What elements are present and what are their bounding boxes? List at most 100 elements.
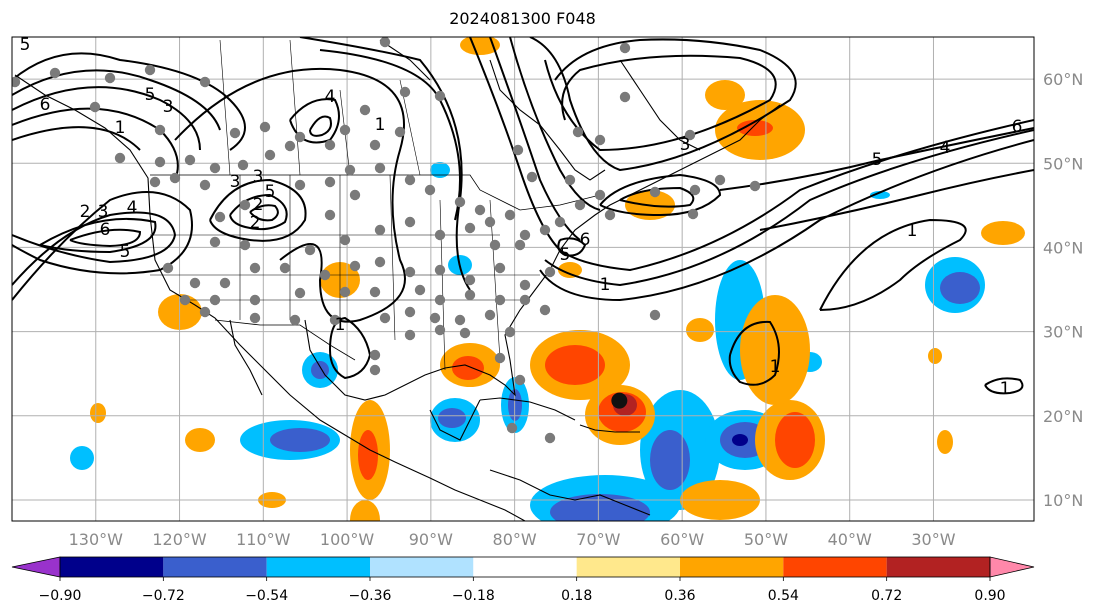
coastlines <box>14 39 781 521</box>
contour-label: 6 <box>100 220 111 240</box>
state-boundaries <box>150 174 540 371</box>
station-dot <box>199 306 211 318</box>
longitude-tick: 80°W <box>493 530 537 549</box>
contour-line <box>229 193 288 231</box>
longitude-tick-labels: 130°W 120°W 110°W 100°W 90°W 80°W 70°W 60°W 50°W… <box>69 530 956 549</box>
station-dot <box>572 126 584 138</box>
colorbar-tick-label: 0.90 <box>974 588 1005 604</box>
station-dot <box>169 172 181 184</box>
colorbar <box>11 556 1035 581</box>
station-dot <box>554 216 566 228</box>
contour-line <box>557 237 587 257</box>
station-dot <box>404 174 416 186</box>
station-dot <box>339 124 351 136</box>
station-dot <box>144 64 156 76</box>
longitude-tick: 110°W <box>236 530 291 549</box>
station-dot <box>149 176 161 188</box>
station-dot <box>369 139 381 151</box>
station-dot <box>494 352 506 364</box>
contour-label: 3 <box>98 202 109 222</box>
station-dot <box>564 174 576 186</box>
colorbar-tick-label: −0.90 <box>39 588 82 604</box>
shaded-field <box>70 37 1025 521</box>
station-dot <box>619 42 631 54</box>
station-dot <box>289 314 301 326</box>
contour-line <box>559 119 1034 272</box>
station-dot <box>526 171 538 183</box>
contour-line <box>489 37 581 241</box>
longitude-tick: 130°W <box>69 530 124 549</box>
station-dot <box>519 229 531 241</box>
station-dot <box>359 104 371 116</box>
contour-label: 3 <box>253 167 264 187</box>
station-dot <box>239 239 251 251</box>
contour-line <box>599 173 722 217</box>
contour-label: 5 <box>20 35 31 55</box>
station-dot <box>179 294 191 306</box>
station-dot <box>154 156 166 168</box>
colorbar-swatch <box>886 557 990 577</box>
station-dot <box>594 134 606 146</box>
contour-line <box>319 49 461 221</box>
station-dot <box>229 127 241 139</box>
station-dot <box>264 149 276 161</box>
contour-line <box>819 218 967 311</box>
contour-line <box>619 186 695 208</box>
contour-label: 5 <box>560 245 571 265</box>
station-dot <box>512 144 524 156</box>
station-dot <box>454 196 466 208</box>
shade-blob <box>550 494 650 521</box>
station-dot <box>284 140 296 152</box>
shade-blob <box>775 412 815 468</box>
shade-blob <box>460 37 500 55</box>
shade-blob <box>358 430 378 480</box>
latitude-tick: 30°N <box>1043 323 1083 342</box>
south-america-north <box>489 469 651 516</box>
station-dot <box>464 289 476 301</box>
longitude-tick: 70°W <box>576 530 620 549</box>
shade-blob <box>732 434 748 446</box>
station-dot <box>544 432 556 444</box>
shade-blob <box>686 318 714 342</box>
colorbar-tick-label: −0.18 <box>452 588 495 604</box>
contour-line <box>759 169 1034 231</box>
labrador <box>619 59 701 151</box>
contour-label: 1 <box>1000 379 1011 399</box>
map-title: 2024081300 F048 <box>449 9 596 28</box>
contour-label: 2 <box>253 195 264 215</box>
gulf-and-atlantic-coast <box>304 194 631 401</box>
station-dot <box>434 264 446 276</box>
map-frame <box>11 36 1035 522</box>
contour-label: 4 <box>940 138 951 158</box>
colorbar-swatch <box>680 557 784 577</box>
station-dot <box>237 159 249 171</box>
station-dot <box>319 269 331 281</box>
contour-line <box>539 139 1034 302</box>
station-dot <box>404 329 416 341</box>
shade-blob <box>981 221 1025 245</box>
contour-label: 1 <box>770 357 781 377</box>
shade-blob <box>270 428 330 452</box>
station-dot <box>544 266 556 278</box>
station-dot <box>684 129 696 141</box>
colorbar-tick-label: −0.72 <box>142 588 185 604</box>
colorbar-tick-label: −0.54 <box>245 588 288 604</box>
shade-blob <box>870 191 890 199</box>
shade-blob <box>940 272 980 304</box>
station-dot <box>324 139 336 151</box>
colorbar-tick-labels: −0.90 −0.72 −0.54 −0.36 −0.18 0.18 0.36 0.54 0.7… <box>39 588 1006 604</box>
province-boundaries <box>219 39 421 176</box>
station-dot <box>199 76 211 88</box>
contour-line <box>529 37 797 172</box>
pacific-coastline <box>14 74 526 521</box>
station-dot <box>339 234 351 246</box>
maritimes-labrador <box>629 104 781 196</box>
storm-center-marker <box>611 392 628 409</box>
contour-label: 5 <box>145 85 156 105</box>
station-dot <box>649 309 661 321</box>
station-dot <box>374 256 386 268</box>
station-dot <box>114 152 126 164</box>
station-dot <box>279 262 291 274</box>
shade-blob <box>70 446 94 470</box>
shade-blob <box>558 262 582 278</box>
